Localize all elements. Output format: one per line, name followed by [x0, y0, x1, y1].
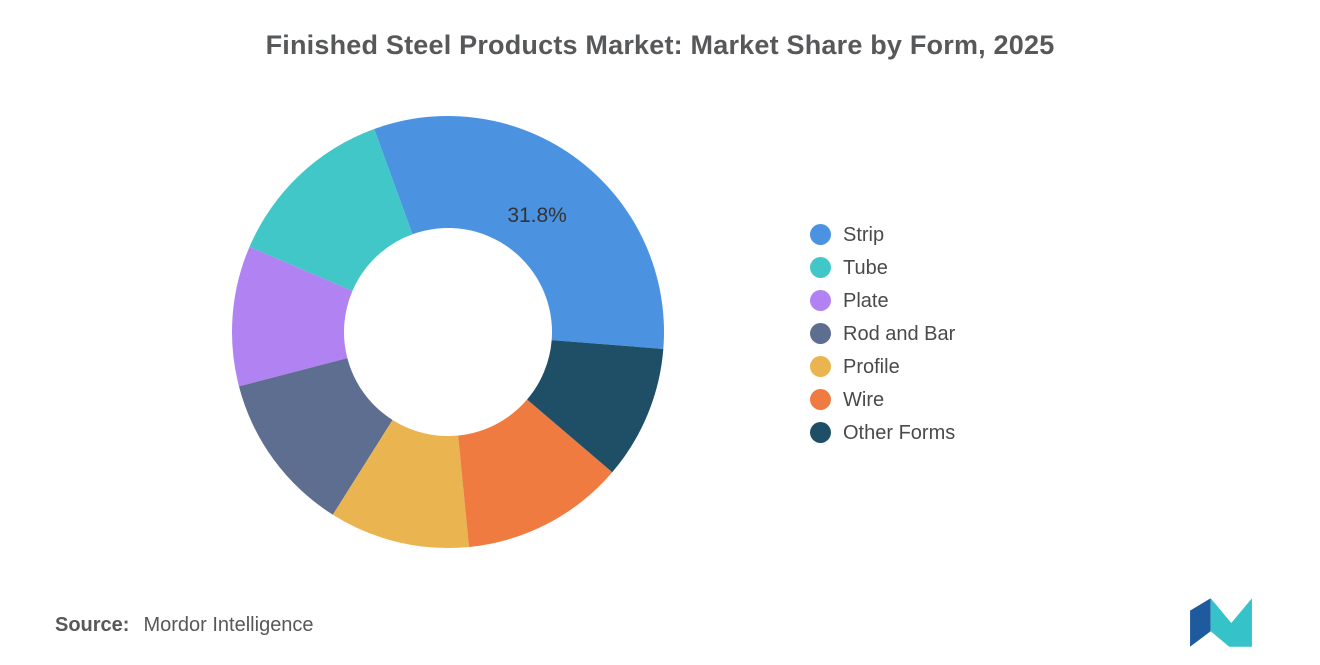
- slice-plate: [232, 246, 353, 387]
- slice-value-label: 31.8%: [507, 204, 567, 227]
- mordor-intelligence-logo-svg: [1190, 598, 1252, 647]
- legend-item-tube: Tube: [810, 251, 955, 284]
- source-line: Source: Mordor Intelligence: [55, 614, 314, 637]
- legend-label: Profile: [843, 355, 900, 378]
- legend-item-plate: Plate: [810, 284, 955, 317]
- donut-chart: 31.8%: [228, 112, 668, 552]
- slice-rod-and-bar: [238, 358, 393, 515]
- slice-wire: [458, 399, 613, 547]
- legend-item-profile: Profile: [810, 350, 955, 383]
- source-label: Source:: [55, 614, 130, 636]
- logo-left-shape: [1190, 598, 1211, 647]
- legend-label: Plate: [843, 289, 889, 312]
- slice-strip: [374, 115, 664, 349]
- legend-swatch-rod-and-bar: [810, 323, 831, 344]
- source-text: Mordor Intelligence: [143, 614, 314, 636]
- chart-title: Finished Steel Products Market: Market S…: [265, 30, 1055, 60]
- legend-item-rod-and-bar: Rod and Bar: [810, 317, 955, 350]
- legend-swatch-other-forms: [810, 422, 831, 443]
- legend-label: Strip: [843, 223, 885, 246]
- legend-item-wire: Wire: [810, 383, 955, 416]
- legend-swatch-wire: [810, 389, 831, 410]
- legend: Strip Tube Plate Rod and Bar Profile Wir…: [810, 218, 955, 449]
- donut-chart-svg: 31.8%: [232, 115, 664, 549]
- logo-right-shape: [1210, 598, 1252, 647]
- legend-swatch-strip: [810, 224, 831, 245]
- legend-label: Wire: [843, 388, 885, 411]
- slice-other-forms: [527, 340, 664, 473]
- legend-swatch-tube: [810, 257, 831, 278]
- legend-item-strip: Strip: [810, 218, 955, 251]
- legend-swatch-profile: [810, 356, 831, 377]
- legend-item-other-forms: Other Forms: [810, 416, 955, 449]
- legend-label: Tube: [843, 256, 888, 279]
- slice-profile: [332, 419, 469, 549]
- legend-label: Other Forms: [843, 421, 956, 444]
- mordor-intelligence-logo: [1188, 598, 1254, 648]
- legend-swatch-plate: [810, 290, 831, 311]
- slice-tube: [249, 129, 413, 291]
- legend-label: Rod and Bar: [843, 322, 956, 345]
